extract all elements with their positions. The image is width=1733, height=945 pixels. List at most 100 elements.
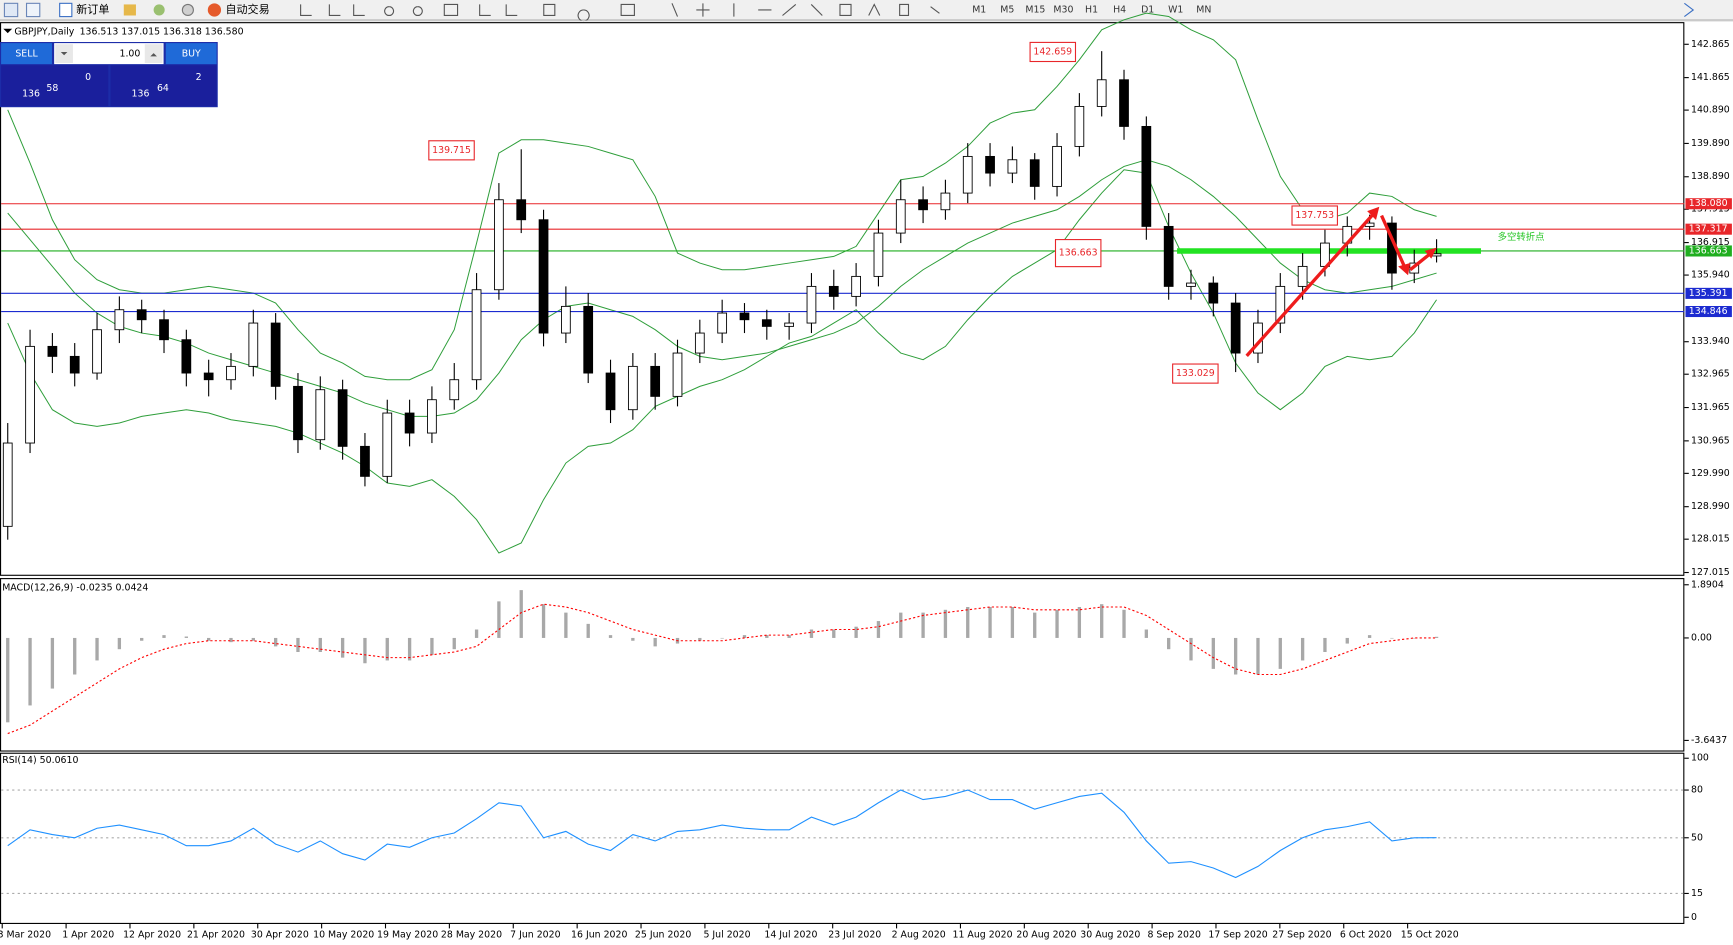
y-tick-label: 128.990 [1691,501,1730,512]
timeframe-button[interactable]: M5 [1000,4,1014,15]
header-icon [3,28,13,34]
macd-bar [497,601,501,638]
macd-bar [988,607,992,638]
candle-body [159,319,169,341]
toolbar-icon[interactable] [181,3,194,17]
y-tick-label: 128.015 [1691,534,1730,545]
y-tick-label: 140.890 [1691,105,1730,116]
timeframe-button[interactable]: W1 [1168,4,1183,15]
timeframe-button[interactable]: D1 [1141,4,1154,15]
candle-body [538,219,549,334]
symbol-title: GBPJPY,Daily [14,27,74,38]
timeframe-button[interactable]: M30 [1053,4,1073,15]
x-tick-label: 27 Sep 2020 [1272,930,1331,941]
price-annotation: 133.029 [1176,368,1215,379]
candle-body [1163,225,1174,287]
x-tick-label: 5 Jul 2020 [703,930,750,941]
x-tick-label: 7 Jun 2020 [510,930,560,941]
macd-bar [385,637,389,661]
toolbar-icon[interactable] [153,4,165,16]
macd-bar [1256,637,1260,675]
bollinger-upper [7,12,1437,381]
candle-body [1141,125,1152,227]
x-tick-label: 30 Aug 2020 [1080,930,1140,941]
sell-price-prefix: 136 [22,88,40,99]
toolbar-icon[interactable] [25,2,41,18]
candle-body [270,322,281,387]
candle-body [806,285,817,324]
macd-bar [1100,604,1104,638]
macd-bar [809,629,814,638]
sell-price-box[interactable] [1,65,109,107]
y-tick-label: 131.965 [1691,402,1730,413]
arrow-head [1367,206,1380,220]
timeframe-button[interactable]: MN [1196,4,1211,15]
arrow-head [1424,247,1437,259]
candle-body [1052,145,1062,187]
sell-button[interactable] [1,43,52,65]
price-level-label: 136.663 [1689,245,1728,256]
candle-body [1297,265,1308,287]
price-level-label: 135.391 [1689,288,1728,299]
candle-body [25,345,35,444]
candle-body [1186,282,1196,287]
lots-input[interactable] [54,43,164,65]
x-tick-label: 25 Jun 2020 [635,930,691,941]
candle-body [1230,302,1241,354]
auto-trading-icon[interactable] [207,3,222,17]
buy-label[interactable]: BUY [182,49,201,60]
toolbar-icon[interactable] [3,2,19,18]
price-level-label: 137.317 [1689,224,1728,235]
timeframe-button[interactable]: M1 [972,4,986,15]
x-tick-label: 16 Jun 2020 [571,930,627,941]
candle-body [360,445,370,477]
macd-bar [720,637,724,639]
candle-body [293,385,303,441]
macd-pane [0,578,1685,752]
ohlc-values: 136.513 137.015 136.318 136.580 [80,27,244,38]
timeframe-button[interactable]: H4 [1113,4,1126,15]
toolbar-icon[interactable] [123,4,136,16]
macd-bar [95,637,99,661]
candle-body [561,305,571,334]
macd-bar [519,590,523,638]
lots-value[interactable]: 1.00 [119,49,140,60]
sell-label[interactable]: SELL [15,49,38,60]
candle-body [583,305,594,374]
macd-bar [631,637,635,641]
buy-button[interactable] [165,43,217,65]
main-pane [0,22,1685,576]
y-tick-label: 100 [1691,753,1709,764]
auto-trading-button[interactable]: 自动交易 [225,2,269,16]
macd-bar [832,629,836,638]
candle-body [873,232,884,277]
new-order-button[interactable]: 新订单 [76,2,109,16]
x-tick-label: 28 May 2020 [441,930,502,941]
rsi-chart: 100 80 50 15 0 [1,753,1709,923]
macd-bar [1390,637,1394,639]
macd-bar [251,637,255,641]
bollinger-middle [7,159,1437,417]
arrow-up [1245,211,1377,358]
macd-bar [474,629,479,638]
toolbar-icon[interactable] [1684,2,1695,18]
macd-chart: 1.8904 0.00 -3.6437 [6,579,1727,746]
candle-body [672,352,683,397]
new-order-icon[interactable] [59,2,73,18]
macd-bar [318,637,322,653]
x-tick-label: 23 Jul 2020 [828,930,881,941]
candle-body [427,399,437,434]
main-chart: 142.865141.865140.890139.890138.890137.9… [1,12,1732,578]
timeframe-button[interactable]: H1 [1085,4,1098,15]
macd-bar [1077,607,1082,638]
timeframe-button[interactable]: M15 [1025,4,1045,15]
macd-bar [921,612,925,638]
x-tick-label: 14 Jul 2020 [764,930,817,941]
candle-body [828,285,839,297]
macd-bar [586,623,590,638]
buy-price-box[interactable] [110,65,217,107]
macd-bar [430,637,434,655]
candle-body [985,155,995,174]
x-tick-label: 6 Oct 2020 [1340,930,1392,941]
